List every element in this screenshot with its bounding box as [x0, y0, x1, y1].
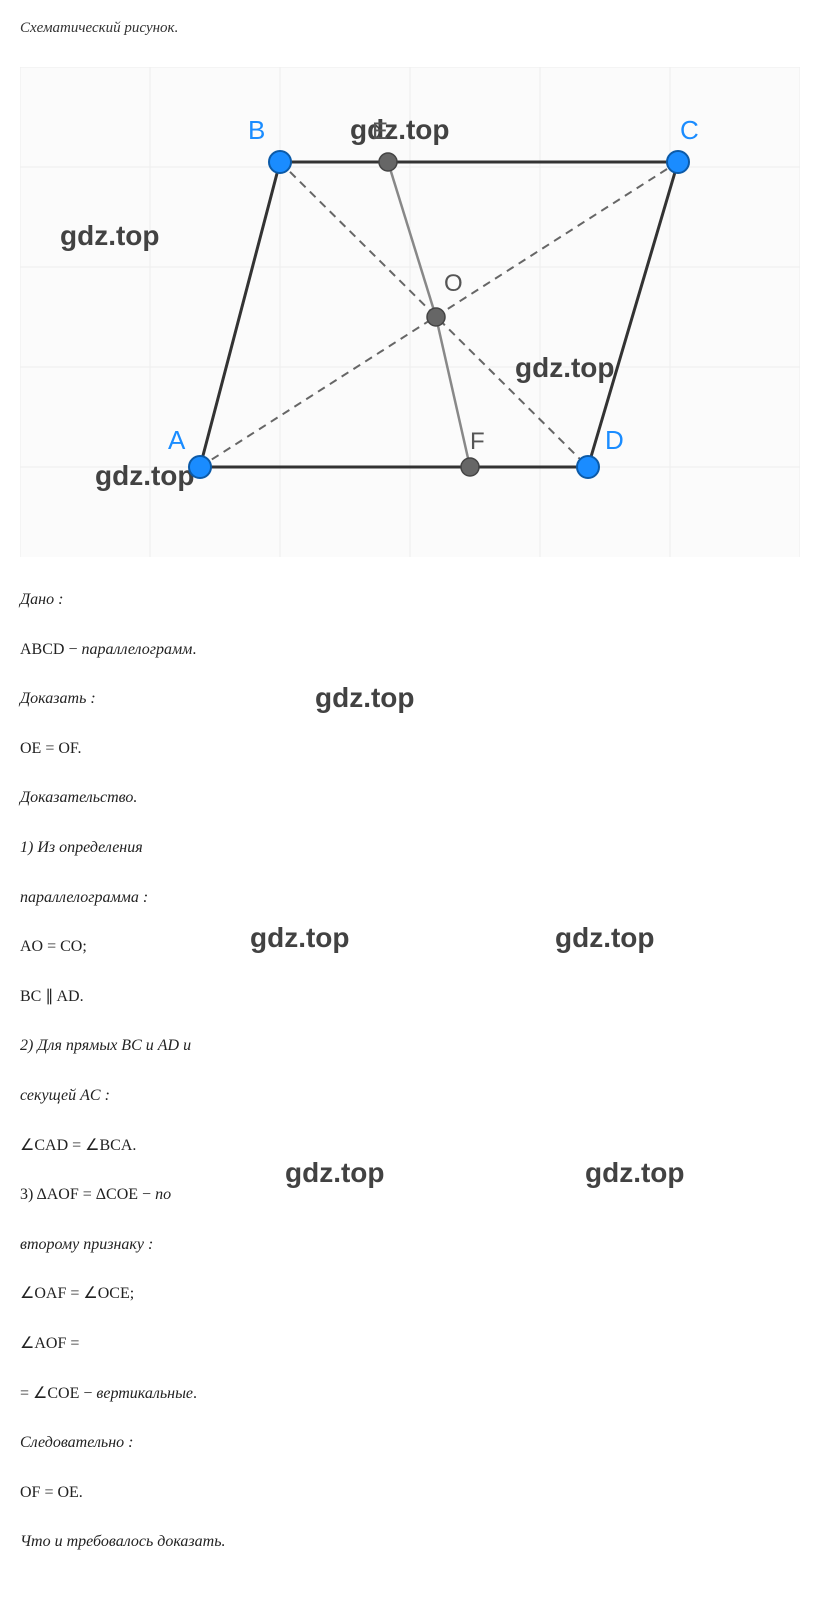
proof-line: параллелограмма : — [20, 885, 799, 911]
vertex-label-O: O — [444, 270, 463, 297]
edge-AB — [200, 162, 280, 467]
vertex-F — [461, 458, 479, 476]
proof-line: Следовательно : — [20, 1430, 799, 1456]
proof-line: 1) Из определения — [20, 835, 799, 861]
watermark: gdz.top — [515, 352, 615, 383]
vertex-A — [189, 456, 211, 478]
proof-line: Доказать : — [20, 686, 799, 712]
proof-line: ABCD − параллелограмм. — [20, 637, 799, 663]
diagram-svg: gdz.top gdz.top gdz.top gdz.top A B C D E F O — [20, 67, 800, 557]
proof-line: BC ∥ AD. — [20, 984, 799, 1010]
proof-line: Доказательство. — [20, 785, 799, 811]
proof-line: ∠OAF = ∠OCE; — [20, 1281, 799, 1307]
proof-line: OF = OE. — [20, 1480, 799, 1506]
proof-line: секущей AC : — [20, 1083, 799, 1109]
vertex-label-B: B — [248, 115, 265, 145]
edge-CD — [588, 162, 678, 467]
proof-line: ∠AOF = — [20, 1331, 799, 1357]
proof-section: Дано : ABCD − параллелограмм. Доказать : OE… — [20, 587, 799, 1555]
proof-line: 2) Для прямых BC и AD и — [20, 1033, 799, 1059]
watermark: gdz.top — [95, 460, 195, 491]
page-title: Схематический рисунок. — [20, 20, 799, 37]
vertex-label-A: A — [168, 425, 186, 455]
vertex-label-C: C — [680, 115, 699, 145]
vertex-label-F: F — [470, 428, 485, 455]
vertex-E — [379, 153, 397, 171]
watermark: gdz.top — [60, 220, 160, 251]
vertex-B — [269, 151, 291, 173]
proof-line: второму признаку : — [20, 1232, 799, 1258]
vertex-C — [667, 151, 689, 173]
proof-line: AO = CO; — [20, 934, 799, 960]
proof-line: OE = OF. — [20, 736, 799, 762]
edge-OF — [436, 317, 470, 467]
vertex-O — [427, 308, 445, 326]
proof-line: Дано : — [20, 587, 799, 613]
diagram: gdz.top gdz.top gdz.top gdz.top A B C D E F O — [20, 67, 800, 557]
vertex-D — [577, 456, 599, 478]
vertex-label-D: D — [605, 425, 624, 455]
vertex-label-E: E — [372, 118, 388, 145]
proof-line: ∠CAD = ∠BCA. — [20, 1133, 799, 1159]
proof-line: 3) ΔAOF = ΔCOE − по — [20, 1182, 799, 1208]
watermark: gdz.top — [350, 114, 450, 145]
proof-line: Что и требовалось доказать. — [20, 1529, 799, 1555]
proof-line: = ∠COE − вертикальные. — [20, 1381, 799, 1407]
